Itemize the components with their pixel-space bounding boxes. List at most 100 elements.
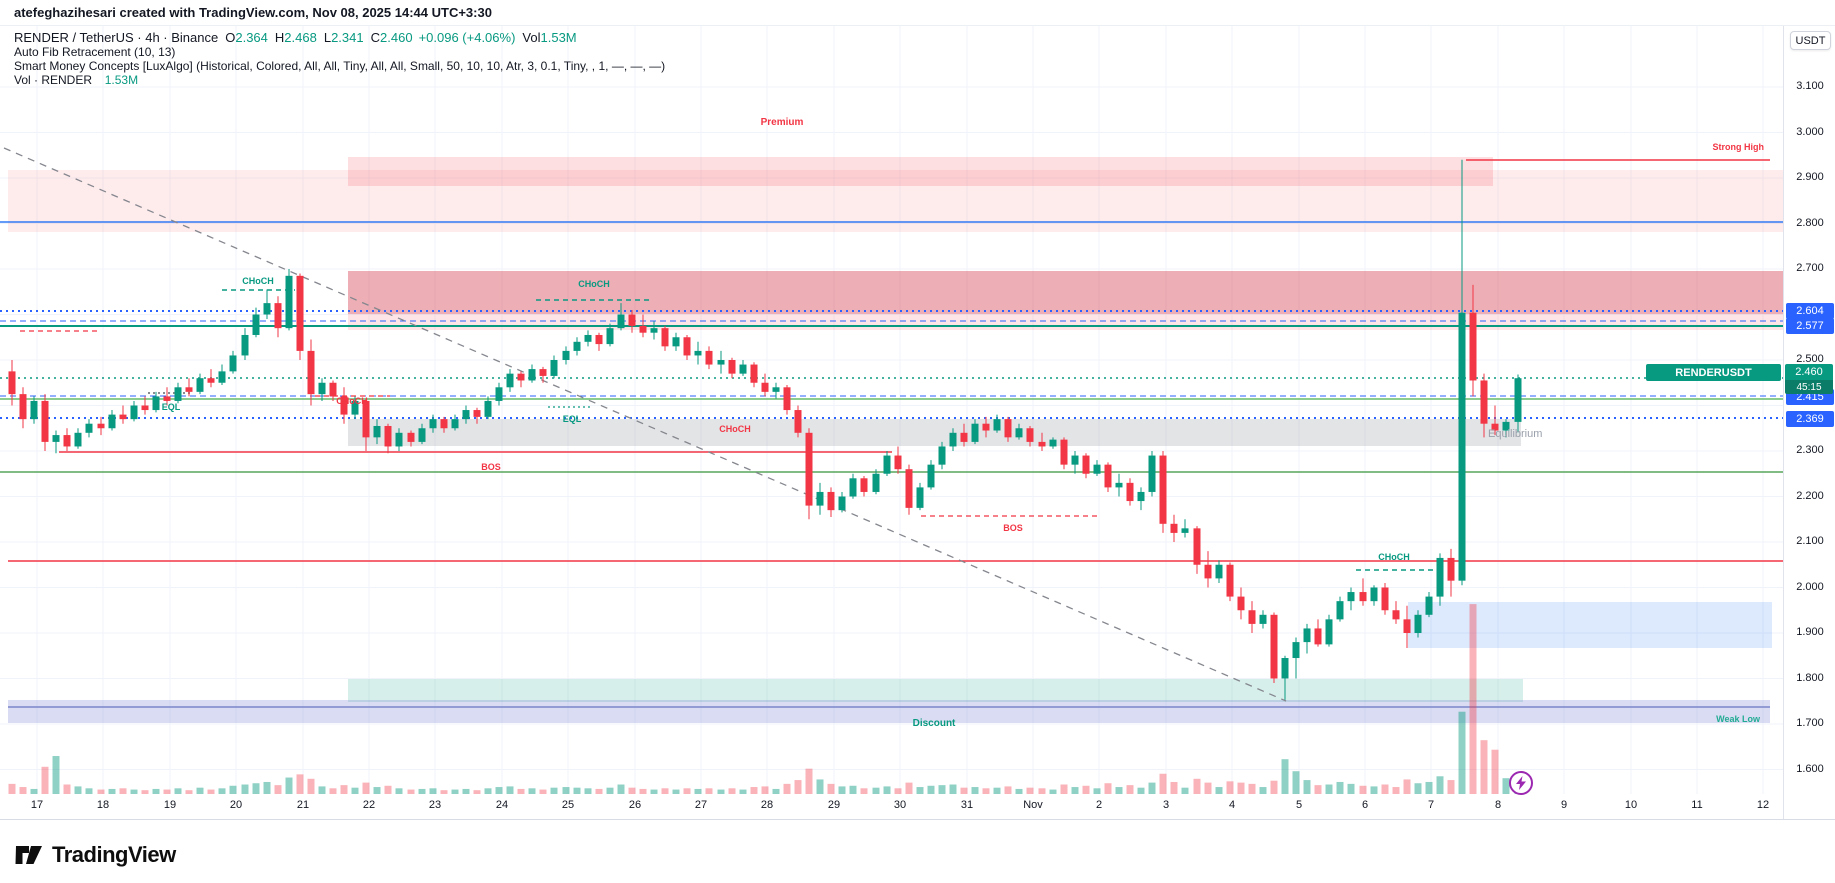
candlestick: [705, 350, 713, 365]
volume-bar: [506, 786, 514, 794]
price-tick-label: 2.200: [1796, 489, 1824, 502]
time-axis[interactable]: 17 18 19 20 21 22 23 24 25 26 27 28 29 30 31 Nov 2 3 4 5 6 7 8…: [0, 794, 1835, 820]
candlestick: [296, 275, 304, 351]
volume-bar: [52, 756, 60, 794]
candlestick: [805, 432, 813, 506]
volume-bar: [8, 783, 16, 794]
volume-bar: [894, 788, 902, 794]
candlestick: [1270, 614, 1278, 679]
open-letter: O: [225, 30, 236, 45]
time-tick-label: 21: [296, 799, 310, 811]
volume-bar: [1347, 783, 1355, 794]
volume-bar: [539, 789, 547, 794]
tradingview-logo[interactable]: TradingView: [15, 842, 176, 868]
candlestick: [1159, 455, 1167, 524]
candlestick: [728, 360, 736, 374]
volume-bar: [1436, 776, 1444, 794]
volume-bar: [1425, 781, 1433, 794]
candlestick: [340, 396, 348, 415]
candlestick: [1303, 628, 1311, 643]
candlestick: [1060, 439, 1068, 465]
trendline[interactable]: [3, 147, 1287, 702]
bar-countdown: 45:15: [1785, 380, 1833, 394]
volume-bar: [1447, 780, 1455, 794]
volume-bar: [728, 788, 736, 794]
candlestick: [1480, 380, 1488, 424]
volume-bar: [1015, 788, 1023, 794]
price-unit-button[interactable]: USDT: [1790, 31, 1831, 50]
candlestick: [838, 496, 846, 511]
change-value: +0.096 (+4.06%): [418, 30, 516, 45]
volume-bar: [97, 789, 105, 794]
candlestick: [860, 478, 868, 492]
time-tick-label: 23: [428, 799, 442, 811]
candlestick: [429, 419, 437, 429]
volume-bar: [794, 780, 802, 794]
candlestick: [274, 303, 282, 329]
lightning-signal-icon[interactable]: [1509, 771, 1533, 795]
chart-canvas[interactable]: Premium Discount Equilibrium Strong High Wea…: [0, 0, 1783, 820]
current-price-value: 2.460: [1785, 364, 1833, 380]
candlestick: [1336, 601, 1344, 620]
volume-bar: [1038, 788, 1046, 794]
volume-bar: [1004, 786, 1012, 794]
chart-label-choch: CHoCH: [578, 279, 610, 289]
candlestick: [1281, 658, 1289, 679]
volume-bar: [1314, 785, 1322, 794]
volume-bar: [362, 782, 370, 794]
volume-bar: [1414, 783, 1422, 794]
time-tick-label: 19: [163, 799, 177, 811]
candlestick: [495, 387, 503, 401]
candlestick: [1148, 455, 1156, 492]
volume-bar: [1071, 787, 1079, 794]
chart-label-eql: EQL: [162, 402, 181, 412]
volume-bar: [717, 789, 725, 794]
volume-bar: [108, 788, 116, 794]
candlestick: [418, 428, 426, 442]
volume-indicator-row[interactable]: Vol · RENDER 1.53M: [14, 73, 665, 87]
candlestick: [1392, 610, 1400, 620]
candlestick: [573, 341, 581, 351]
symbol-title[interactable]: RENDER / TetherUS · 4h · Binance: [14, 30, 219, 45]
candlestick: [849, 478, 857, 497]
volume-bar: [1170, 781, 1178, 794]
candlestick: [971, 423, 979, 442]
chart-label-choch: CHoCH: [336, 396, 368, 406]
volume-bar: [1204, 782, 1212, 794]
volume-bar: [19, 787, 27, 794]
candlestick: [63, 435, 71, 447]
volume-bar: [130, 789, 138, 794]
time-tick-label: 26: [628, 799, 642, 811]
candlestick: [816, 491, 824, 506]
volume-bar: [484, 788, 492, 794]
volume-bar: [85, 788, 93, 794]
candlestick: [761, 382, 769, 392]
candlestick: [617, 314, 625, 329]
indicator-smc[interactable]: Smart Money Concepts [LuxAlgo] (Historic…: [14, 59, 666, 73]
price-tick-label: 3.100: [1796, 80, 1824, 92]
time-tick-label: 6: [1361, 799, 1369, 811]
volume-bar: [429, 788, 437, 794]
volume-bar: [1502, 778, 1510, 794]
volume-bar: [41, 766, 49, 794]
price-axis[interactable]: USDT 3.100 3.000 2.900 2.800 2.700 2.500 2.300…: [1783, 26, 1835, 819]
candlestick: [329, 382, 337, 397]
candlestick: [1403, 619, 1411, 633]
candlestick: [993, 419, 1001, 431]
candlestick: [517, 373, 525, 381]
volume-bar: [395, 788, 403, 794]
chart-label-weak-low: Weak Low: [1716, 714, 1761, 724]
symbol-legend-row[interactable]: RENDER / TetherUS · 4h · Binance O 2.364 …: [14, 30, 665, 45]
close-letter: C: [370, 30, 381, 45]
time-tick-label: 8: [1494, 799, 1502, 811]
indicator-autofib[interactable]: Auto Fib Retracement (10, 13): [14, 45, 176, 59]
price-tick-label: 1.600: [1796, 762, 1824, 775]
volume-bar: [1248, 783, 1256, 794]
candlestick: [1237, 596, 1245, 611]
volume-bar: [772, 788, 780, 794]
candlestick: [1248, 610, 1256, 624]
volume-bar: [849, 785, 857, 794]
volume-bar: [1137, 787, 1145, 794]
time-tick-label: 9: [1560, 799, 1568, 811]
